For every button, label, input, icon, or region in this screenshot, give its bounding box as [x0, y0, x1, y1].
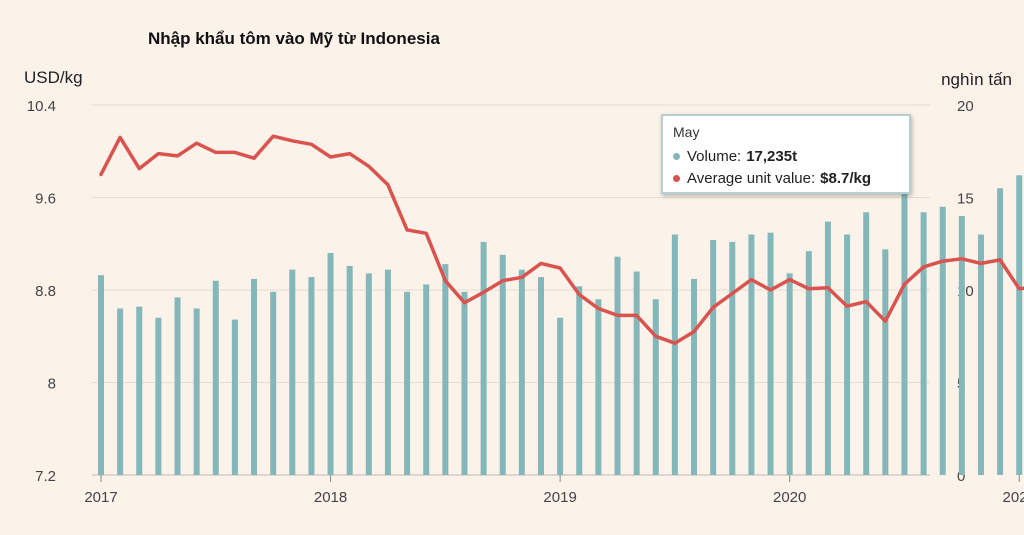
volume-bar	[98, 275, 104, 475]
unit-value-legend-dot	[673, 174, 680, 182]
volume-bar	[231, 319, 238, 475]
volume-bar	[518, 269, 525, 475]
tooltip-volume-label: Volume:	[687, 147, 742, 165]
volume-bar	[270, 291, 277, 475]
volume-bar	[251, 278, 258, 475]
volume-bar	[920, 212, 927, 476]
volume-bar	[442, 264, 449, 475]
tooltip-unit-value-label: Average unit value:	[687, 169, 816, 187]
volume-bar	[614, 256, 621, 475]
volume-bar	[1016, 175, 1023, 476]
volume-bar	[576, 286, 583, 475]
chart-title: Nhập khẩu tôm vào Mỹ từ Indonesia	[148, 29, 440, 48]
volume-bar	[901, 179, 908, 475]
volume-bar	[480, 241, 487, 475]
volume-bar	[308, 277, 315, 475]
volume-bar	[289, 269, 296, 475]
x-tick-label: 2017	[84, 489, 117, 506]
volume-bar	[805, 251, 812, 475]
y-left-tick-label: 9.6	[35, 191, 56, 208]
volume-bar	[499, 254, 506, 475]
volume-bar	[671, 234, 678, 475]
tooltip-volume-row: Volume: 17,235t	[673, 145, 899, 167]
y-right-tick-label: 15	[957, 191, 974, 208]
chart-tooltip: May Volume: 17,235t Average unit value: …	[661, 114, 911, 194]
volume-bar	[824, 221, 831, 475]
volume-bar	[327, 253, 334, 475]
y-left-tick-label: 8.8	[35, 283, 56, 300]
y-left-tick-label: 7.2	[35, 468, 56, 485]
volume-bar	[155, 317, 162, 475]
tooltip-month: May	[673, 124, 700, 140]
volume-bar	[193, 308, 200, 475]
volume-bar	[404, 291, 411, 475]
volume-bar	[767, 232, 774, 475]
volume-bar	[977, 234, 984, 475]
volume-bar	[863, 212, 870, 476]
volume-bar	[117, 308, 124, 475]
volume-bar	[461, 291, 468, 475]
y-right-tick-label: 0	[957, 468, 965, 485]
volume-bar	[652, 299, 659, 475]
x-tick-label: 2021	[1003, 489, 1024, 506]
volume-bar	[997, 188, 1004, 475]
volume-bar	[346, 265, 353, 475]
volume-bar	[557, 317, 564, 475]
volume-bar	[384, 269, 391, 475]
left-axis-unit-label: USD/kg	[24, 68, 83, 87]
x-tick-label: 2018	[314, 489, 347, 506]
tooltip-volume-value: 17,235t	[746, 147, 798, 165]
volume-bar	[136, 306, 143, 475]
volume-bar	[748, 234, 755, 475]
volume-bar	[537, 277, 544, 475]
volume-bar	[595, 299, 602, 475]
y-left-tick-label: 10.4	[27, 98, 56, 115]
volume-bar	[939, 206, 946, 475]
volume-bar	[710, 240, 717, 475]
volume-bar	[212, 280, 219, 475]
volume-bar	[174, 297, 181, 475]
x-tick-label: 2020	[773, 489, 806, 506]
volume-bar	[633, 271, 640, 475]
unit-value-line	[99, 134, 1024, 345]
volume-bar	[423, 284, 430, 475]
y-right-tick-label: 20	[957, 98, 974, 115]
volume-legend-dot	[673, 152, 680, 160]
tooltip-unit-value-value: $8.7/kg	[820, 169, 872, 187]
y-left-tick-label: 8	[48, 376, 56, 393]
volume-bar	[691, 278, 698, 475]
right-axis-unit-label: nghìn tấn	[941, 70, 1012, 89]
volume-bar	[365, 273, 372, 475]
volume-bar	[958, 216, 965, 475]
tooltip-unit-value-row: Average unit value: $8.7/kg	[673, 167, 899, 189]
volume-bar	[786, 273, 793, 475]
volume-bar	[882, 249, 889, 475]
volume-bar	[844, 234, 851, 475]
x-tick-label: 2019	[543, 489, 576, 506]
volume-bar	[729, 241, 736, 475]
